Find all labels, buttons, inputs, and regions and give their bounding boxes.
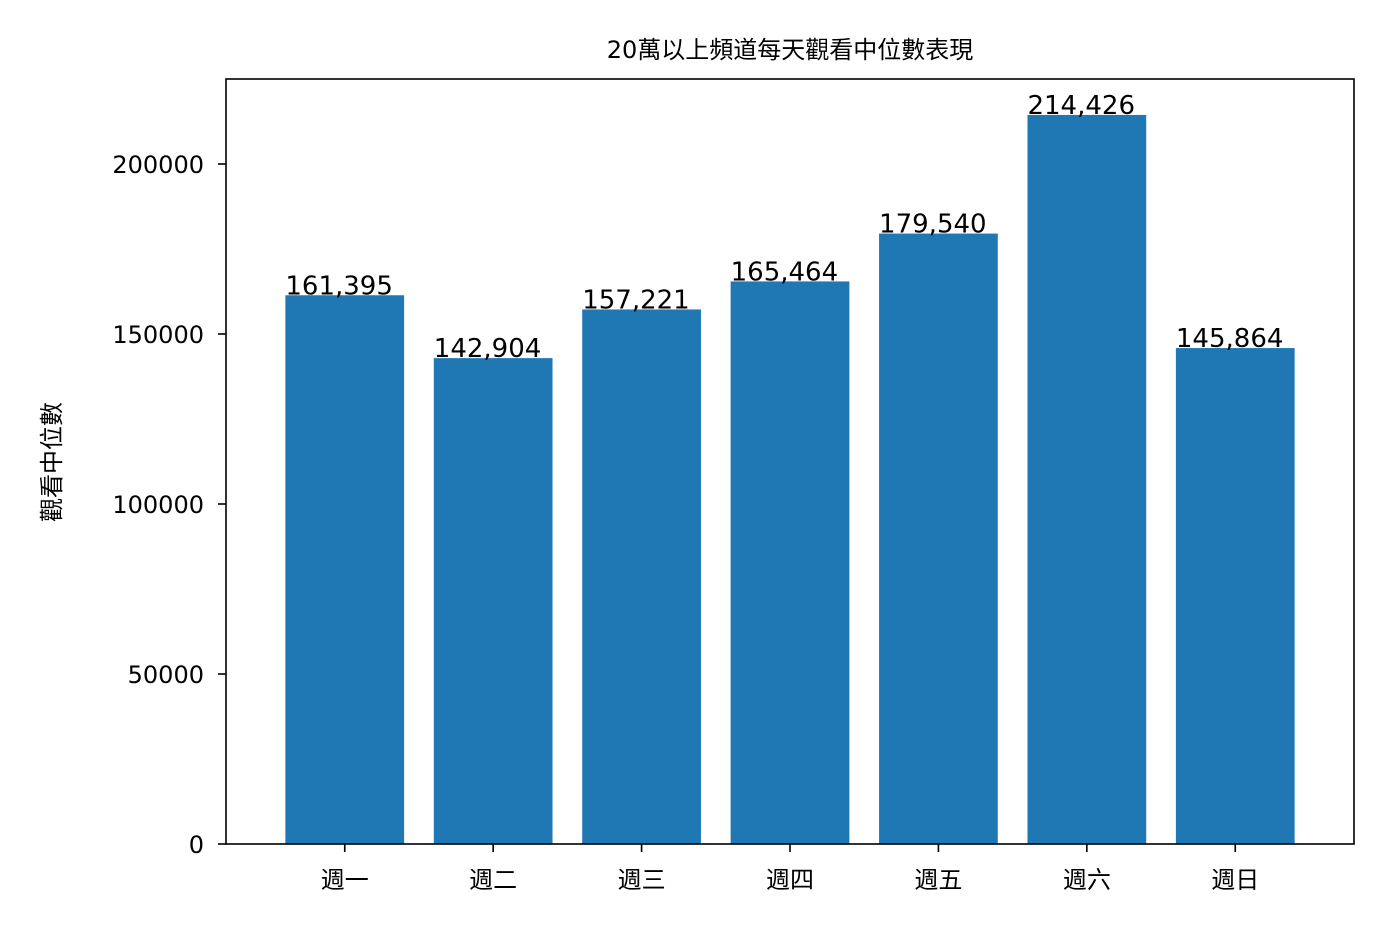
chart-title: 20萬以上頻道每天觀看中位數表現: [607, 36, 974, 64]
bar-7: [1175, 348, 1295, 844]
y-tick-label-3: 100000: [112, 491, 204, 519]
y-tick-label-5: 200000: [112, 151, 204, 179]
bar-5: [879, 233, 998, 845]
x-tick-label-6: 週六: [1063, 866, 1111, 894]
x-tick-label-3: 週三: [618, 866, 666, 894]
value-labels-group: 161,395 142,904 157,221 165,464 179,540 214,4…: [285, 91, 1283, 364]
value-label-2: 142,904: [434, 334, 542, 364]
bar-6: [1027, 114, 1147, 844]
value-label-6: 214,426: [1027, 91, 1135, 121]
value-label-3: 157,221: [582, 285, 690, 315]
bar-1: [285, 295, 405, 845]
y-axis-label: 觀看中位數: [38, 402, 66, 522]
x-tick-label-1: 週一: [321, 866, 369, 894]
value-label-4: 165,464: [731, 257, 839, 287]
bar-3: [582, 309, 701, 844]
value-label-7: 145,864: [1176, 324, 1284, 354]
x-axis: 週一 週二 週三 週四 週五 週六 週日: [321, 844, 1259, 894]
x-tick-label-7: 週日: [1211, 866, 1259, 894]
bars-group: [285, 114, 1295, 845]
bar-2: [433, 358, 553, 844]
plot-frame: [225, 78, 1355, 845]
y-tick-label-2: 50000: [128, 661, 204, 689]
x-tick-label-2: 週二: [469, 866, 517, 894]
y-tick-label-1: 0: [189, 831, 204, 859]
x-tick-label-5: 週五: [914, 866, 962, 894]
value-label-1: 161,395: [285, 271, 393, 301]
bar-4: [730, 281, 850, 845]
y-tick-label-4: 150000: [112, 321, 204, 349]
y-axis: 0 50000 100000 150000 200000: [112, 151, 226, 859]
x-tick-label-4: 週四: [766, 866, 814, 894]
value-label-5: 179,540: [879, 210, 987, 240]
